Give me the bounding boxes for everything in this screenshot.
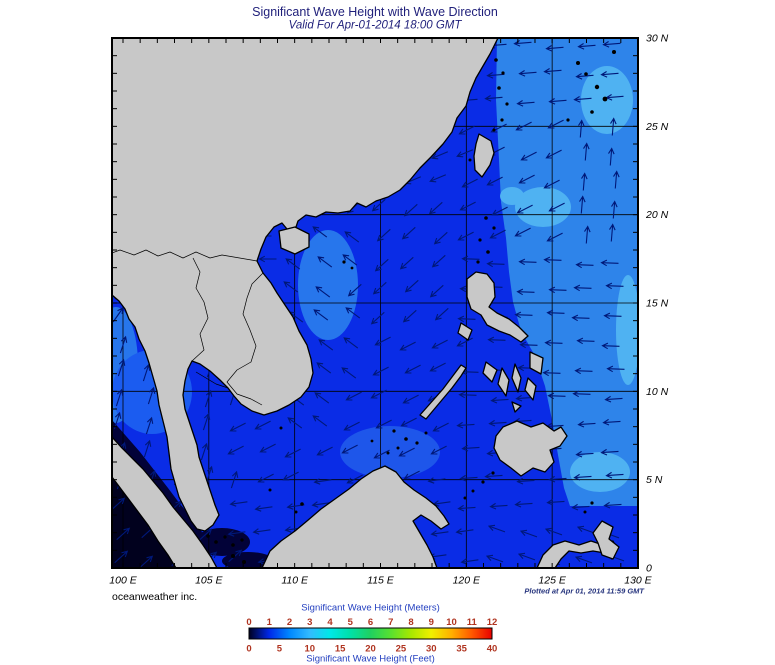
lon-label: 115 E xyxy=(367,575,395,587)
oceanweather-credit: oceanweather inc. xyxy=(112,591,197,603)
legend-feet-tick: 40 xyxy=(487,644,498,655)
legend-meter-tick: 12 xyxy=(487,617,498,628)
lat-label: 25 N xyxy=(645,121,669,133)
land-china-indochina xyxy=(113,39,499,532)
land-negros xyxy=(497,367,510,397)
vietnam-offshore-patch xyxy=(298,230,358,340)
legend-feet-tick: 20 xyxy=(365,644,376,655)
map-valid-time: Valid For Apr-01-2014 18:00 GMT xyxy=(289,20,463,32)
land-bohol xyxy=(511,401,522,413)
lon-label: 125 E xyxy=(538,575,566,587)
land-taiwan xyxy=(473,133,495,178)
country-border-thailand-myanmar xyxy=(191,257,209,362)
land-mindanao xyxy=(493,420,568,477)
ocean xyxy=(113,39,637,567)
land-halmahera xyxy=(592,520,620,560)
malacca-strait-dark xyxy=(113,421,202,540)
degree-ticks xyxy=(112,37,639,569)
legend-meter-tick: 6 xyxy=(368,617,373,628)
land-masses xyxy=(113,39,620,567)
country-border-laos-cambodia xyxy=(226,272,264,406)
legend-feet-tick: 15 xyxy=(335,644,346,655)
land-luzon xyxy=(466,271,529,343)
lon-label: 120 E xyxy=(453,575,481,587)
map-title: Significant Wave Height with Wave Direct… xyxy=(252,5,498,19)
country-border-north xyxy=(113,249,258,262)
longitude-labels: 100 E 105 E 110 E 115 E 120 E 125 E 130 E xyxy=(109,575,652,587)
legend-meter-tick: 0 xyxy=(246,617,251,628)
small-islands xyxy=(206,50,616,564)
legend-feet-tick: 25 xyxy=(396,644,407,655)
latitude-labels: 30 N 25 N 20 N 15 N 10 N 5 N 0 xyxy=(645,33,669,575)
lat-label: 20 N xyxy=(645,209,669,221)
legend-meters-ticks: 0 1 2 3 4 5 6 7 8 9 10 11 12 xyxy=(246,617,497,628)
legend-feet-ticks: 0 5 10 15 20 25 30 35 40 xyxy=(246,644,497,655)
legend-meter-tick: 11 xyxy=(467,617,478,628)
land-cebu xyxy=(511,363,522,393)
legend-meters-title: Significant Wave Height (Meters) xyxy=(301,603,440,614)
land-sumatra xyxy=(113,437,218,567)
pacific-lighter-zone xyxy=(496,39,637,506)
legend-meter-tick: 5 xyxy=(348,617,354,628)
legend-feet-title: Significant Wave Height (Feet) xyxy=(306,654,434,665)
legend-meter-tick: 3 xyxy=(307,617,312,628)
legend-meter-tick: 7 xyxy=(388,617,393,628)
plotted-timestamp: Plotted at Apr 01, 2014 11:59 GMT xyxy=(524,587,645,596)
legend-meter-tick: 4 xyxy=(327,617,333,628)
land-borneo xyxy=(261,465,450,567)
legend-meter-tick: 1 xyxy=(267,617,273,628)
legend-feet-tick: 35 xyxy=(456,644,467,655)
legend-feet-tick: 0 xyxy=(246,644,251,655)
legend-feet-tick: 5 xyxy=(277,644,283,655)
lat-label: 5 N xyxy=(646,474,663,486)
land-panay xyxy=(482,361,498,383)
legend-colorbar xyxy=(248,627,493,640)
legend-meter-tick: 9 xyxy=(429,617,434,628)
lon-label: 110 E xyxy=(281,575,309,587)
lon-label: 130 E xyxy=(624,575,652,587)
land-hainan xyxy=(278,226,310,255)
lat-label: 10 N xyxy=(646,386,669,398)
land-samar xyxy=(529,351,544,375)
land-palawan xyxy=(419,364,467,420)
legend-meter-tick: 8 xyxy=(408,617,413,628)
land-leyte xyxy=(524,377,537,401)
lat-label: 0 xyxy=(646,563,652,575)
lon-label: 105 E xyxy=(195,575,223,587)
lon-label: 100 E xyxy=(109,575,137,587)
legend-meter-tick: 10 xyxy=(446,617,457,628)
legend-feet-tick: 10 xyxy=(304,644,315,655)
country-border-thailand-cambodia xyxy=(195,371,229,389)
legend-meter-tick: 2 xyxy=(287,617,292,628)
lat-label: 15 N xyxy=(646,298,669,310)
legend-feet-tick: 30 xyxy=(426,644,437,655)
lat-label: 30 N xyxy=(646,33,669,45)
land-mindoro xyxy=(457,322,473,341)
south-scs-patch xyxy=(340,426,440,478)
